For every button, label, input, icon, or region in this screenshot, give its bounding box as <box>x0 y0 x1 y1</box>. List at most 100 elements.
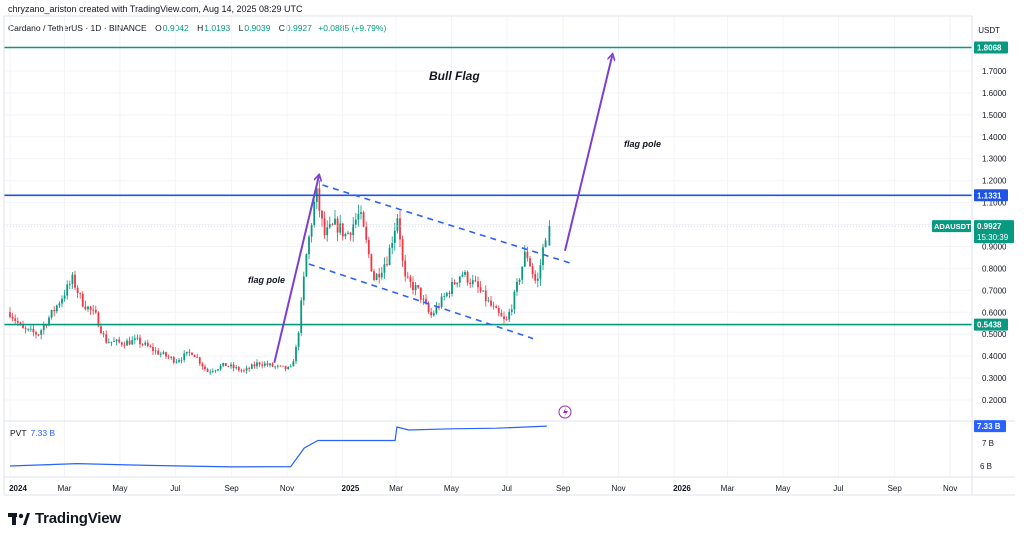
y-tick-label: 1.4000 <box>982 133 1007 142</box>
candle-body <box>131 340 134 345</box>
candle <box>466 270 469 286</box>
candle-body <box>352 224 355 236</box>
candle-body <box>102 333 105 335</box>
candle-body <box>477 281 479 288</box>
candle-body <box>331 224 334 226</box>
grid <box>4 16 972 477</box>
candle <box>464 270 466 277</box>
candle-body <box>185 351 188 354</box>
candle <box>477 276 479 294</box>
candle-body <box>146 342 149 347</box>
candle <box>263 361 266 368</box>
candle <box>191 352 193 356</box>
price-tag-resistance-bg <box>974 189 1008 202</box>
candle-body <box>531 266 534 274</box>
candle <box>74 270 76 291</box>
candle-body <box>313 201 316 226</box>
candle <box>432 310 435 317</box>
candle <box>339 214 342 236</box>
candle <box>35 330 37 339</box>
candle-body <box>474 280 477 282</box>
candle <box>209 369 212 375</box>
candle-body <box>448 292 451 294</box>
low-value: 0.9039 <box>244 23 271 33</box>
candle <box>542 243 544 271</box>
candle <box>513 289 516 315</box>
candle-body <box>50 309 53 318</box>
candle-body <box>508 311 511 320</box>
candle-body <box>503 316 505 320</box>
pvt-tag: 7.33 B <box>977 422 1001 431</box>
candle-body <box>336 218 339 233</box>
candle <box>201 362 204 370</box>
x-tick-label: Mar <box>721 484 735 493</box>
tradingview-logo-icon <box>8 512 30 525</box>
candle-body <box>128 340 131 345</box>
candle-body <box>74 274 76 288</box>
change-value: +0.0885 (+9.79%) <box>318 23 387 33</box>
symbol-name[interactable]: Cardano / TetherUS · 1D · BINANCE <box>8 23 147 33</box>
pvt-legend: PVT 7.33 B <box>10 428 55 438</box>
candle-body <box>175 361 178 363</box>
candle-body <box>253 364 256 367</box>
tradingview-logo[interactable]: TradingView <box>8 510 121 527</box>
candle <box>469 278 472 289</box>
candle <box>58 301 61 308</box>
candle <box>456 282 459 288</box>
candle <box>349 231 352 241</box>
candle-body <box>222 362 225 366</box>
x-tick-label: Sep <box>888 484 903 493</box>
candle-body <box>523 251 526 267</box>
candle <box>492 301 495 310</box>
candle-body <box>269 363 271 366</box>
candle <box>235 364 238 370</box>
candle <box>295 344 297 365</box>
x-tick-label: Sep <box>556 484 571 493</box>
candle-body <box>266 363 269 366</box>
candle <box>253 361 256 369</box>
candle-body <box>152 346 154 352</box>
y-tick-label: 1.3000 <box>982 155 1007 164</box>
candle-body <box>263 363 266 366</box>
pvt-tick-6b: 6 B <box>980 462 992 471</box>
x-tick-label: Sep <box>225 484 240 493</box>
candle-body <box>196 356 199 358</box>
candle-body <box>510 309 513 312</box>
candle-body <box>456 282 459 285</box>
x-tick-label: 2025 <box>342 484 360 493</box>
candle <box>412 276 414 295</box>
candle <box>490 295 492 307</box>
y-tick-label: 0.7000 <box>982 286 1007 295</box>
x-tick-label: Nov <box>943 484 957 493</box>
price-tag-countdown: 15:30:39 <box>977 233 1009 242</box>
candle <box>167 354 170 360</box>
candle-body <box>292 361 295 367</box>
x-tick-label: 2024 <box>9 484 27 493</box>
candle-body <box>29 328 32 330</box>
candle <box>170 355 173 360</box>
candle <box>453 279 456 286</box>
candle <box>159 351 162 358</box>
y-tick-label: 1.5000 <box>982 111 1007 120</box>
candle-body <box>295 346 297 362</box>
candle <box>224 362 227 367</box>
close-value: 0.9927 <box>285 23 312 33</box>
flag-pole-label-1: flag pole <box>248 275 285 285</box>
price-tag-resistance: 1.1331 <box>977 191 1002 200</box>
candle <box>396 213 399 234</box>
candle-body <box>53 309 56 312</box>
candlesticks <box>9 180 551 375</box>
candle <box>414 282 417 296</box>
candle-body <box>110 341 113 343</box>
candle <box>55 304 58 314</box>
candle <box>211 368 214 374</box>
candle-body <box>279 365 282 367</box>
candle <box>152 342 154 356</box>
candle <box>196 353 199 359</box>
price-tag-last: 0.9927 <box>977 222 1002 231</box>
candle <box>321 209 323 228</box>
candle-body <box>183 353 186 360</box>
candle <box>66 280 69 300</box>
ticker-tag-bg <box>932 220 971 233</box>
